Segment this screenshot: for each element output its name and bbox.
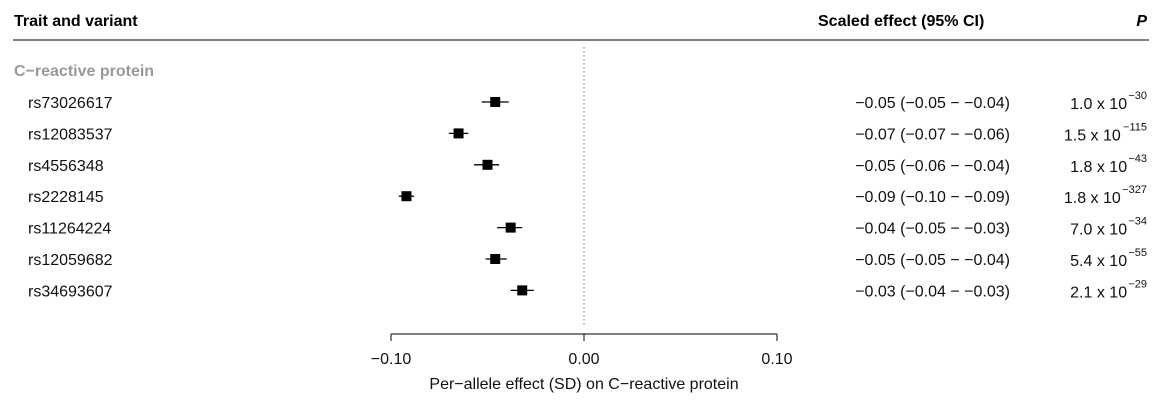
point-estimate bbox=[482, 159, 493, 170]
ci-text: −0.05 (−0.06 − −0.04) bbox=[855, 158, 1010, 175]
p-value-mantissa: 1.0 x 10 bbox=[1070, 96, 1127, 113]
point-estimate bbox=[453, 128, 464, 139]
header-trait-variant: Trait and variant bbox=[14, 13, 138, 30]
variant-label: rs12083537 bbox=[28, 126, 113, 143]
point-estimate bbox=[505, 222, 516, 233]
p-value-mantissa: 1.8 x 10 bbox=[1064, 190, 1121, 207]
p-value-exponent: −55 bbox=[1128, 247, 1147, 259]
p-value-exponent: −29 bbox=[1128, 278, 1147, 290]
variant-label: rs73026617 bbox=[28, 95, 113, 112]
ci-text: −0.04 (−0.05 − −0.03) bbox=[855, 221, 1010, 238]
p-value-mantissa: 7.0 x 10 bbox=[1070, 222, 1127, 239]
point-estimate bbox=[401, 191, 412, 202]
x-tick-label: 0.10 bbox=[761, 351, 792, 368]
p-value-mantissa: 1.8 x 10 bbox=[1070, 159, 1127, 176]
p-value-exponent: −34 bbox=[1128, 216, 1147, 228]
variant-label: rs11264224 bbox=[28, 221, 111, 238]
header-scaled-effect: Scaled effect (95% CI) bbox=[818, 13, 984, 30]
forest-row: rs4556348 −0.05 (−0.06 − −0.04) −431.8 x 1… bbox=[28, 153, 1147, 176]
p-value-mantissa: 1.5 x 10 bbox=[1064, 127, 1121, 144]
header-p-value: P bbox=[1136, 13, 1147, 30]
ci-text: −0.05 (−0.05 − −0.04) bbox=[855, 252, 1010, 269]
x-tick-label: −0.10 bbox=[371, 351, 412, 368]
forest-row: rs11264224 −0.04 (−0.05 − −0.03) −347.0 x … bbox=[28, 216, 1147, 239]
x-axis: −0.10 0.00 0.10 bbox=[371, 333, 793, 368]
x-axis-title: Per−allele effect (SD) on C−reactive pro… bbox=[429, 376, 738, 393]
p-value-exponent: −43 bbox=[1128, 153, 1147, 165]
group-label: C−reactive protein bbox=[14, 63, 154, 80]
forest-row: rs12059682 −0.05 (−0.05 − −0.04) −555.4 x … bbox=[28, 247, 1147, 270]
ci-text: −0.07 (−0.07 − −0.06) bbox=[855, 126, 1010, 143]
point-estimate bbox=[490, 254, 501, 264]
forest-row: rs73026617 −0.05 (−0.05 − −0.04) −301.0 x … bbox=[28, 90, 1147, 113]
point-estimate bbox=[490, 97, 501, 107]
ci-text: −0.03 (−0.04 − −0.03) bbox=[855, 283, 1010, 300]
x-tick-label: 0.00 bbox=[568, 351, 599, 368]
p-value-mantissa: 5.4 x 10 bbox=[1070, 253, 1127, 270]
forest-row: rs34693607 −0.03 (−0.04 − −0.03) −292.1 x … bbox=[28, 278, 1147, 301]
p-value-exponent: −327 bbox=[1122, 184, 1147, 196]
variant-label: rs12059682 bbox=[28, 252, 113, 269]
p-value-exponent: −115 bbox=[1123, 121, 1147, 133]
ci-text: −0.09 (−0.10 − −0.09) bbox=[855, 189, 1010, 206]
p-value-mantissa: 2.1 x 10 bbox=[1070, 284, 1127, 301]
p-value-exponent: −30 bbox=[1128, 90, 1147, 102]
variant-label: rs4556348 bbox=[28, 158, 104, 175]
point-estimate bbox=[517, 285, 528, 296]
forest-rows: rs73026617 −0.05 (−0.05 − −0.04) −301.0 x … bbox=[28, 90, 1147, 301]
ci-text: −0.05 (−0.05 − −0.04) bbox=[855, 95, 1010, 112]
variant-label: rs2228145 bbox=[28, 189, 104, 206]
variant-label: rs34693607 bbox=[28, 283, 113, 300]
